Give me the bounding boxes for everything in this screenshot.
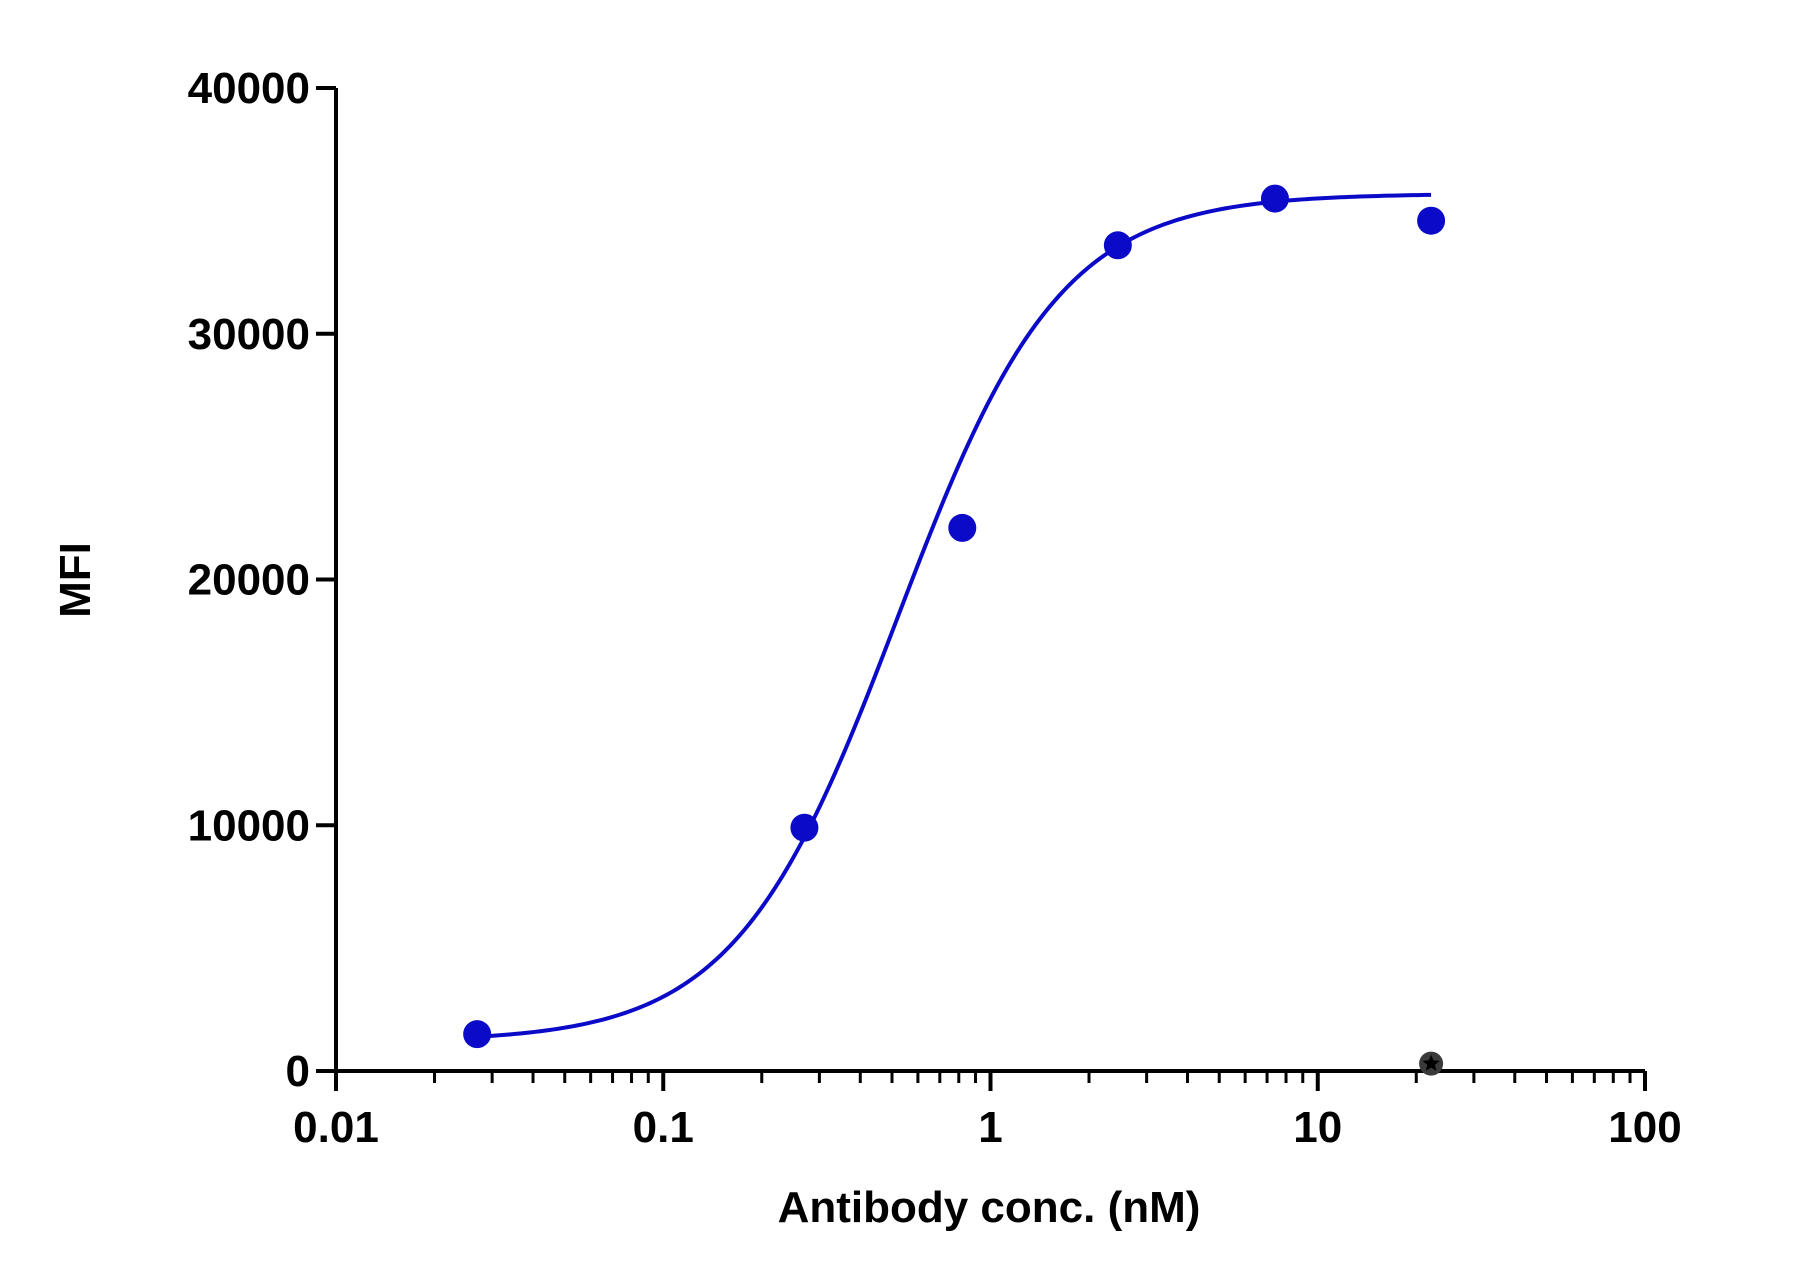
star-data-point [1419, 1051, 1444, 1076]
y-tick-label: 10000 [188, 801, 310, 850]
y-tick-label: 20000 [188, 556, 310, 605]
x-tick-label: 0.1 [633, 1103, 694, 1152]
y-axis: 0 10000 20000 30000 40000 [188, 64, 338, 1096]
data-point [948, 513, 977, 542]
x-tick-label: 0.01 [293, 1103, 379, 1152]
x-tick-label: 100 [1608, 1103, 1681, 1152]
x-tick-label: 1 [978, 1103, 1002, 1152]
data-point [463, 1020, 492, 1049]
data-point [1103, 231, 1132, 260]
x-tick-label: 10 [1293, 1103, 1342, 1152]
data-point [790, 813, 819, 842]
data-point [1260, 184, 1289, 213]
y-axis-title: MFI [51, 542, 100, 618]
data-point [1417, 206, 1446, 235]
x-axis-title: Antibody conc. (nM) [778, 1183, 1201, 1232]
fit-curve [477, 192, 1432, 1039]
star-icon [1422, 1054, 1440, 1071]
y-tick-label: 30000 [188, 310, 310, 359]
fit-curve-layer [477, 192, 1432, 1039]
data-points-layer [463, 184, 1446, 1076]
y-tick-label: 0 [286, 1047, 310, 1096]
y-tick-label: 40000 [188, 64, 310, 113]
x-axis: 0.01 0.1 1 10 100 [293, 1069, 1682, 1152]
